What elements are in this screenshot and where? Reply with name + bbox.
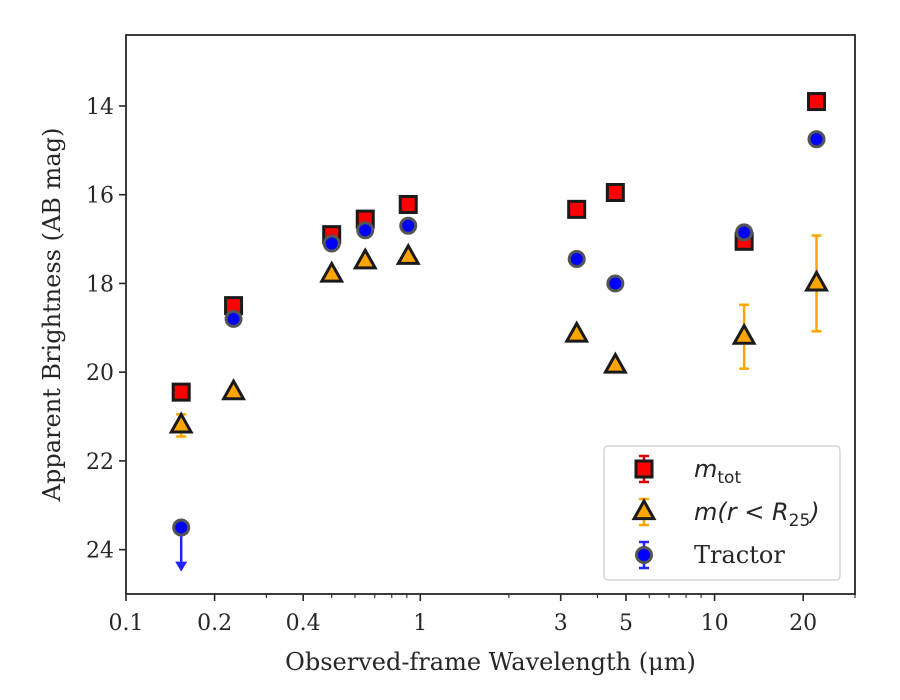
marker-circle — [399, 216, 418, 235]
markers-layer — [168, 92, 829, 537]
marker-triangle — [564, 320, 590, 343]
legend-box — [603, 445, 841, 581]
y-tick-label: 14 — [86, 95, 114, 120]
marker-square — [807, 92, 827, 112]
marker-triangle — [631, 497, 657, 521]
marker-square — [398, 194, 418, 214]
marker-square — [605, 182, 625, 202]
legend-label: m(r < R25) — [694, 498, 820, 531]
series-0 — [171, 92, 827, 402]
marker-triangle — [804, 269, 829, 292]
marker-triangle — [319, 260, 345, 283]
x-tick-label: 0.1 — [109, 611, 144, 636]
marker-triangle — [731, 322, 757, 345]
marker-triangle — [168, 411, 194, 434]
marker-circle — [224, 309, 243, 328]
marker-circle — [807, 130, 826, 149]
y-tick-label: 20 — [86, 361, 114, 386]
y-axis-title: Apparent Brightness (AB mag) — [38, 128, 66, 503]
legend: mtot m(r < R25) Tractor — [603, 445, 841, 581]
marker-circle — [322, 234, 341, 253]
x-tick-label: 0.4 — [286, 611, 321, 636]
series-2 — [172, 130, 826, 537]
axes-layer — [125, 34, 856, 595]
marker-circle — [606, 274, 625, 293]
marker-triangle — [395, 242, 421, 265]
x-axis-title: Observed-frame Wavelength (μm) — [285, 648, 696, 676]
marker-triangle — [352, 247, 378, 270]
x-tick-label: 0.2 — [197, 611, 232, 636]
y-tick-label: 24 — [86, 539, 114, 564]
marker-triangle — [221, 378, 247, 401]
x-tick-label: 20 — [789, 611, 817, 636]
x-ticks: 0.1 0.2 0.4 1 3 5 10 20 — [109, 594, 856, 636]
arrow-head — [175, 561, 188, 572]
legend-label: Tractor — [694, 541, 785, 569]
marker-square — [171, 382, 191, 402]
x-tick-label: 1 — [413, 611, 427, 636]
y-tick-label: 18 — [86, 272, 114, 297]
x-tick-label: 3 — [554, 611, 568, 636]
marker-square — [634, 459, 654, 479]
marker-circle — [172, 518, 191, 537]
y-tick-label: 22 — [86, 450, 114, 475]
marker-circle — [735, 223, 754, 242]
y-tick-label: 16 — [86, 184, 114, 209]
marker-triangle — [602, 351, 628, 374]
series-1 — [168, 242, 829, 434]
marker-square — [567, 199, 587, 219]
legend-label: mtot — [694, 455, 741, 488]
x-tick-label: 5 — [619, 611, 633, 636]
marker-circle — [567, 250, 586, 269]
x-tick-label: 10 — [701, 611, 729, 636]
marker-circle — [356, 221, 375, 240]
marker-circle — [635, 546, 653, 564]
plot-frame — [125, 34, 856, 595]
y-ticks: 14 16 18 20 22 24 — [86, 95, 126, 564]
